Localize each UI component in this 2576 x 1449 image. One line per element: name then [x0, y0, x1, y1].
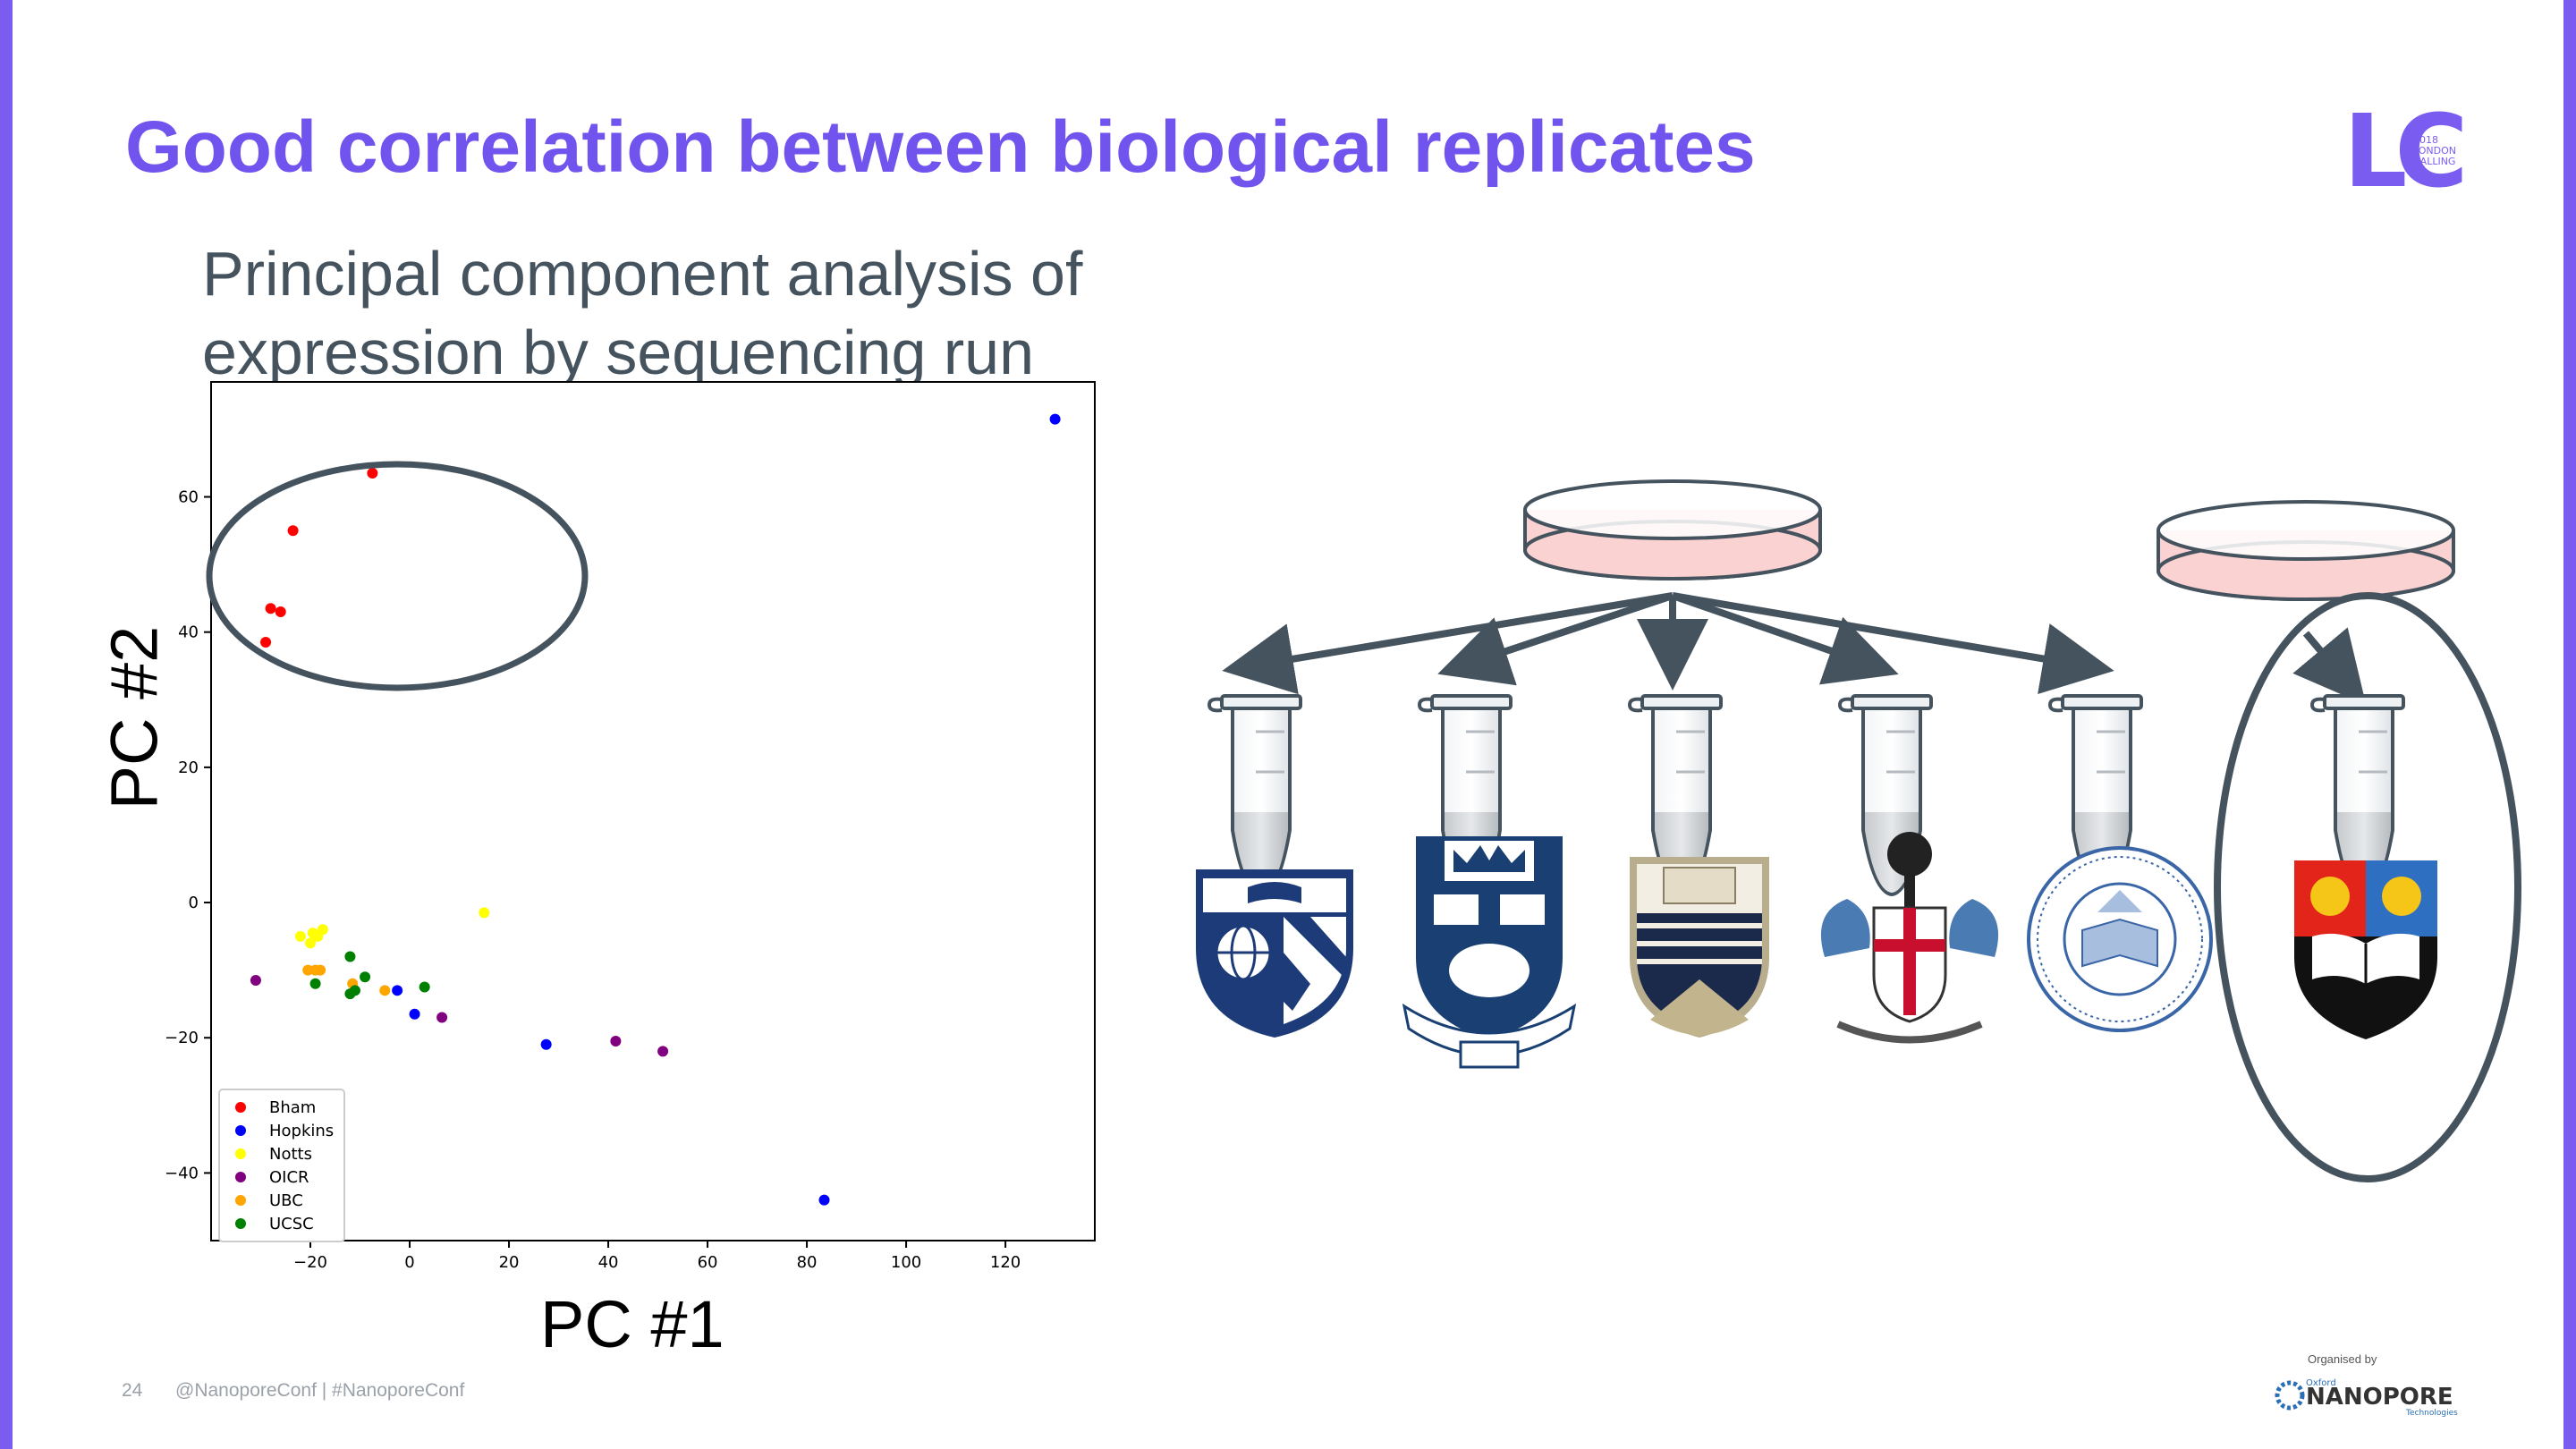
- y-tick-label-2: 0: [189, 894, 199, 912]
- institution-emblem-2: [1402, 836, 1577, 1069]
- subtitle-line-1: Principal component analysis of: [202, 239, 1083, 309]
- institution-emblem-3: [1630, 857, 1769, 1038]
- left-accent-bar: [0, 0, 13, 1449]
- point-ucsc-4: [344, 988, 356, 1000]
- logo-year: 2018: [2413, 134, 2438, 146]
- pca-scatter-chart: −20 0 20 40 60 80 100 120 −40 −20 0 20 40 60 Bham Hopki…: [165, 381, 1096, 1272]
- point-bham-1: [287, 525, 299, 537]
- point-bham-2: [265, 603, 276, 614]
- y-tick-label-4: 40: [178, 623, 199, 642]
- legend-box: [218, 1089, 345, 1242]
- legend-label-ucsc: UCSC: [269, 1215, 314, 1233]
- legend-marker-bham: [235, 1102, 246, 1113]
- org-prefix: Oxford: [2306, 1378, 2336, 1388]
- x-tick-label-7: 120: [990, 1253, 1021, 1272]
- legend-label-hopkins: Hopkins: [269, 1122, 334, 1140]
- org-suffix: Technologies: [2405, 1409, 2458, 1418]
- y-tick-label-5: 60: [178, 488, 199, 507]
- point-notts-5: [317, 924, 328, 936]
- point-ucsc-0: [344, 951, 356, 962]
- institution-emblem-5: [2027, 846, 2213, 1032]
- point-bham-0: [367, 468, 378, 479]
- point-hopkins-3: [540, 1038, 552, 1050]
- x-tick-label-3: 40: [598, 1253, 619, 1272]
- y-tick-label-3: 20: [178, 758, 199, 777]
- y-axis-title: PC #2: [97, 625, 172, 810]
- legend-marker-hopkins: [235, 1125, 246, 1136]
- x-tick-label-1: 0: [404, 1253, 414, 1272]
- point-bham-4: [260, 637, 272, 648]
- logo-letters: LC: [2343, 98, 2462, 197]
- point-notts-4: [305, 937, 317, 949]
- page-number: 24: [122, 1380, 143, 1401]
- point-notts-0: [479, 907, 490, 919]
- x-tick-label-0: −20: [293, 1253, 327, 1272]
- point-ubc-4: [379, 985, 391, 996]
- culture-dish-main: [1523, 479, 1822, 580]
- point-hopkins-0: [1049, 413, 1061, 425]
- replicates-diagram: [1196, 479, 2521, 1182]
- institution-emblem-1: [1196, 869, 1353, 1038]
- point-oicr-0: [250, 974, 261, 986]
- slide-title: Good correlation between biological repl…: [125, 106, 1756, 188]
- culture-dish-separate: [2157, 500, 2455, 601]
- point-ubc-2: [315, 964, 326, 976]
- legend-marker-notts: [235, 1148, 246, 1159]
- footer-handle: @NanoporeConf | #NanoporeConf: [175, 1380, 465, 1401]
- institution-emblem-6: [2294, 860, 2437, 1039]
- point-notts-1: [294, 930, 306, 942]
- point-hopkins-4: [818, 1194, 830, 1206]
- point-ucsc-2: [309, 978, 321, 989]
- logo-line2: CALLING: [2413, 156, 2455, 167]
- x-tick-label-2: 20: [499, 1253, 520, 1272]
- highlight-ellipse: [2214, 592, 2521, 1182]
- legend-marker-ucsc: [235, 1218, 246, 1229]
- x-tick-label-5: 80: [797, 1253, 818, 1272]
- x-axis-title: PC #1: [540, 1287, 724, 1361]
- point-bham-3: [275, 606, 286, 618]
- slide-subtitle: Principal component analysis of expressi…: [202, 234, 1082, 392]
- legend-label-ubc: UBC: [269, 1191, 303, 1210]
- organised-by-label: Organised by: [2308, 1352, 2377, 1366]
- plot-frame: [210, 381, 1096, 1241]
- point-oicr-2: [610, 1036, 622, 1047]
- nanopore-logo: Oxford NANOPORE Technologies: [2275, 1378, 2458, 1418]
- point-hopkins-2: [409, 1008, 420, 1020]
- legend-marker-ubc: [235, 1195, 246, 1206]
- point-ucsc-5: [419, 981, 430, 993]
- point-ucsc-1: [360, 971, 371, 983]
- point-oicr-3: [657, 1046, 669, 1057]
- point-ubc-0: [302, 964, 314, 976]
- legend-label-oicr: OICR: [269, 1168, 309, 1187]
- legend-label-bham: Bham: [269, 1098, 316, 1117]
- x-tick-label-6: 100: [891, 1253, 921, 1272]
- cluster-highlight-ellipse: [206, 461, 589, 691]
- subtitle-line-2: expression by sequencing run: [202, 318, 1035, 387]
- x-tick-label-4: 60: [698, 1253, 718, 1272]
- legend-marker-oicr: [235, 1172, 246, 1182]
- point-oicr-1: [436, 1012, 448, 1023]
- distribution-arrows: [1222, 592, 2367, 706]
- y-tick-label-0: −40: [165, 1164, 199, 1182]
- institution-emblem-4: [1820, 832, 1999, 1044]
- point-hopkins-1: [392, 985, 403, 996]
- y-tick-label-1: −20: [165, 1029, 199, 1047]
- right-accent-bar: [2563, 0, 2576, 1449]
- logo-line1: LONDON: [2413, 145, 2456, 157]
- sample-tube-1: [1208, 694, 1302, 896]
- org-name: NANOPORE: [2306, 1384, 2453, 1411]
- london-calling-logo: LC 2018 LONDON CALLING: [2343, 98, 2469, 197]
- legend-label-notts: Notts: [269, 1145, 312, 1164]
